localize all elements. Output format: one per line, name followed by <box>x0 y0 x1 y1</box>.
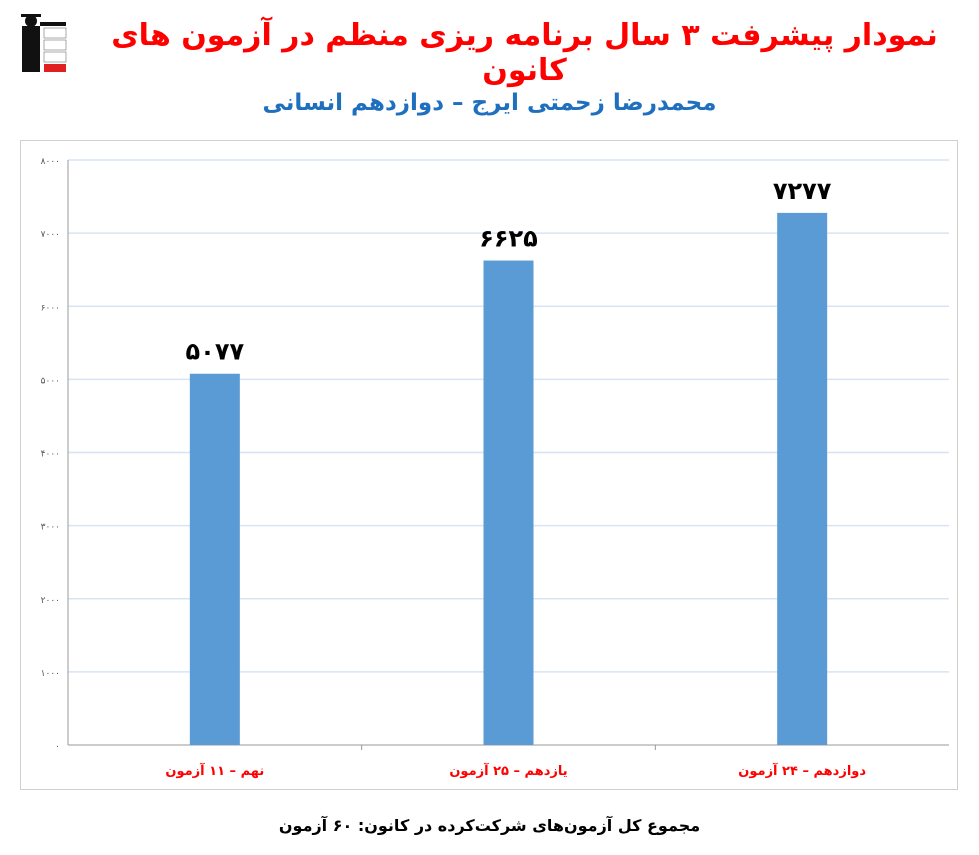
y-tick-label: ۰ <box>55 742 60 752</box>
y-tick-label: ۲۰۰۰ <box>41 596 60 606</box>
y-tick-label: ۶۰۰۰ <box>41 303 60 313</box>
category-label: یازدهم – ۲۵ آزمون <box>449 762 567 779</box>
chart-title: نمودار پیشرفت ۳ سال برنامه ریزی منظم در … <box>111 18 938 88</box>
chart-subtitle: محمدرضا زحمتی ایرج – دوازدهم انسانی <box>262 90 717 116</box>
y-tick-label: ۱۰۰۰ <box>41 669 60 679</box>
kanoon-logo <box>21 14 67 72</box>
value-label: ۵۰۷۷ <box>186 338 245 366</box>
value-label: ۷۲۷۷ <box>773 177 832 205</box>
category-label: نهم – ۱۱ آزمون <box>165 762 264 779</box>
y-tick-label: ۸۰۰۰ <box>41 157 60 167</box>
value-label: ۶۶۲۵ <box>479 225 538 253</box>
bar <box>777 212 828 745</box>
total-exams-note: مجموع کل آزمون‌های شرکت‌کرده در کانون: ۶… <box>278 816 701 835</box>
bar-chart: ۰ ۱۰۰۰ ۲۰۰۰ ۳۰۰۰ ۴۰۰۰ ۵۰۰۰ ۶۰۰۰ ۷۰۰۰ ۸۰۰۰ ۵۰۷۷ نهم… <box>41 157 949 779</box>
y-tick-label: ۷۰۰۰ <box>41 230 60 240</box>
bar <box>189 373 240 745</box>
chart-area: ۰ ۱۰۰۰ ۲۰۰۰ ۳۰۰۰ ۴۰۰۰ ۵۰۰۰ ۶۰۰۰ ۷۰۰۰ ۸۰۰۰ ۵۰۷۷ نهم… <box>20 140 958 790</box>
y-tick-label: ۳۰۰۰ <box>41 523 60 533</box>
y-tick-label: ۴۰۰۰ <box>41 450 60 460</box>
bar <box>483 260 534 745</box>
y-tick-label: ۵۰۰۰ <box>41 376 60 386</box>
category-label: دوازدهم – ۲۴ آزمون <box>738 762 866 779</box>
